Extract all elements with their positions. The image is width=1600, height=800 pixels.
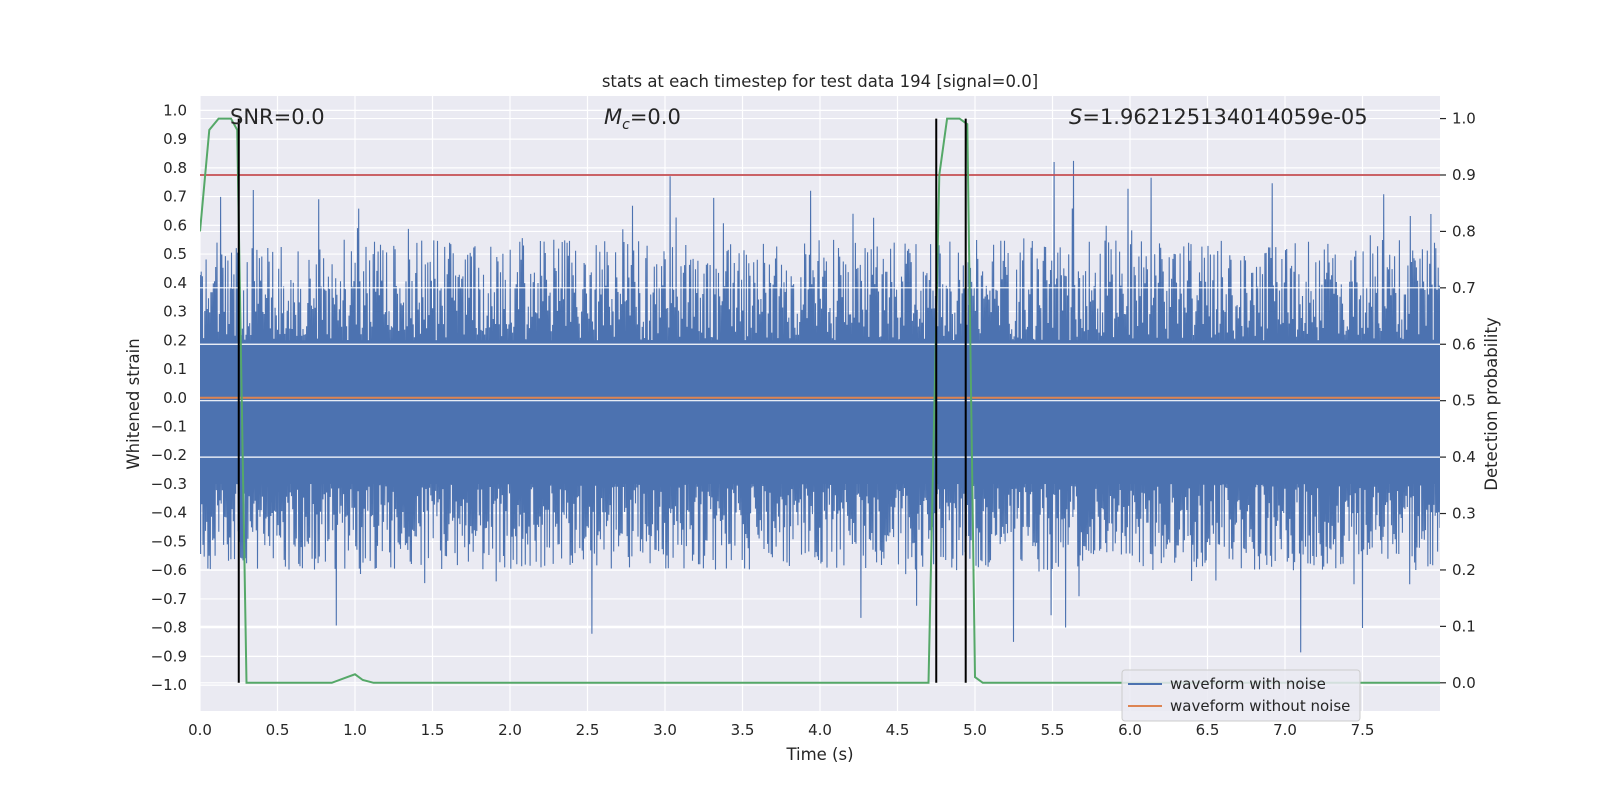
chart-title: stats at each timestep for test data 194…: [602, 72, 1038, 91]
y2-tick-label: 0.0: [1452, 674, 1476, 692]
legend-label-noise: waveform with noise: [1170, 675, 1326, 693]
y-axis-ticks: 1.0 0.9 0.8 0.7 0.6 0.5 0.4 0.3 0.2 0.1 0.0 −0.1 −0.…: [151, 101, 187, 694]
snr-annotation: SNR=0.0: [230, 105, 325, 129]
y-tick-label: 0.4: [163, 274, 187, 292]
y2-tick-label: 0.6: [1452, 335, 1476, 353]
legend-label-clean: waveform without noise: [1170, 697, 1350, 715]
y-tick-label: 0.0: [163, 389, 187, 407]
y-tick-label: −1.0: [151, 676, 187, 694]
y2-tick-label: 0.7: [1452, 279, 1476, 297]
y-tick-label: 1.0: [163, 101, 187, 119]
y2-tick-label: 0.2: [1452, 561, 1476, 579]
noise-waveform-layer: [200, 160, 1440, 653]
x-tick-label: 0.5: [266, 721, 290, 739]
y2-tick-label: 0.3: [1452, 505, 1476, 523]
y-tick-label: −0.2: [151, 446, 187, 464]
y-tick-label: 0.7: [163, 188, 187, 206]
detection-probability-line: [200, 117, 1440, 684]
x-tick-label: 5.0: [963, 721, 987, 739]
y-tick-label: −0.1: [151, 417, 187, 435]
y-tick-label: 0.2: [163, 331, 187, 349]
y-tick-label: 0.8: [163, 159, 187, 177]
x-tick-label: 3.0: [653, 721, 677, 739]
s-value: =1.962125134014059e-05: [1082, 105, 1367, 129]
y-tick-label: 0.5: [163, 245, 187, 263]
y-tick-label: 0.3: [163, 303, 187, 321]
x-tick-label: 3.5: [731, 721, 755, 739]
snr-s-annotation: S=1.962125134014059e-05: [1069, 105, 1368, 129]
y-tick-label: −0.4: [151, 504, 187, 522]
x-tick-label: 7.5: [1351, 721, 1375, 739]
noise-waveform-core: [200, 340, 1440, 484]
y2-axis-ticks: 1.0 0.9 0.8 0.7 0.6 0.5 0.4 0.3 0.2 0.1 0.0: [1440, 110, 1476, 692]
x-axis-ticks: 0.0 0.5 1.0 1.5 2.0 2.5 3.0 3.5 4.0 4.5 5.0 5.5 6.0 6…: [188, 721, 1374, 739]
chirp-mass-symbol: M: [604, 105, 622, 129]
y-tick-label: −0.3: [151, 475, 187, 493]
y-tick-label: −0.5: [151, 532, 187, 550]
y2-axis-label: Detection probability: [1482, 317, 1501, 491]
x-tick-label: 0.0: [188, 721, 212, 739]
x-tick-label: 1.0: [343, 721, 367, 739]
chirp-mass-annotation: Mc=0.0: [604, 105, 681, 133]
y-tick-label: −0.8: [151, 619, 187, 637]
chirp-mass-value: =0.0: [630, 105, 681, 129]
y-tick-label: 0.9: [163, 130, 187, 148]
y-tick-label: −0.7: [151, 590, 187, 608]
y2-tick-label: 0.8: [1452, 222, 1476, 240]
x-tick-label: 4.5: [886, 721, 910, 739]
x-tick-label: 2.5: [576, 721, 600, 739]
x-tick-label: 7.0: [1273, 721, 1297, 739]
x-tick-label: 5.5: [1041, 721, 1065, 739]
y-tick-label: −0.6: [151, 561, 187, 579]
detection-probability-layer: [200, 117, 1440, 684]
legend-box: [1121, 669, 1361, 722]
y-axis-label: Whitened strain: [124, 338, 143, 469]
x-tick-label: 6.0: [1118, 721, 1142, 739]
reference-lines: [200, 174, 1440, 458]
y2-tick-label: 0.5: [1452, 392, 1476, 410]
legend: waveform with noise waveform without noi…: [1121, 669, 1361, 722]
y2-tick-label: 0.9: [1452, 166, 1476, 184]
x-axis-label: Time (s): [785, 745, 853, 764]
x-tick-label: 1.5: [421, 721, 445, 739]
x-tick-label: 2.0: [498, 721, 522, 739]
s-symbol: S: [1069, 105, 1082, 129]
y2-tick-label: 0.1: [1452, 617, 1476, 635]
y2-tick-label: 0.4: [1452, 448, 1476, 466]
y-tick-label: 0.1: [163, 360, 187, 378]
x-tick-label: 6.5: [1196, 721, 1220, 739]
chirp-mass-subscript: c: [622, 117, 630, 133]
x-tick-label: 4.0: [808, 721, 832, 739]
detection-markers: [237, 118, 967, 683]
y2-tick-label: 1.0: [1452, 110, 1476, 128]
y-tick-label: −0.9: [151, 647, 187, 665]
y-tick-label: 0.6: [163, 216, 187, 234]
